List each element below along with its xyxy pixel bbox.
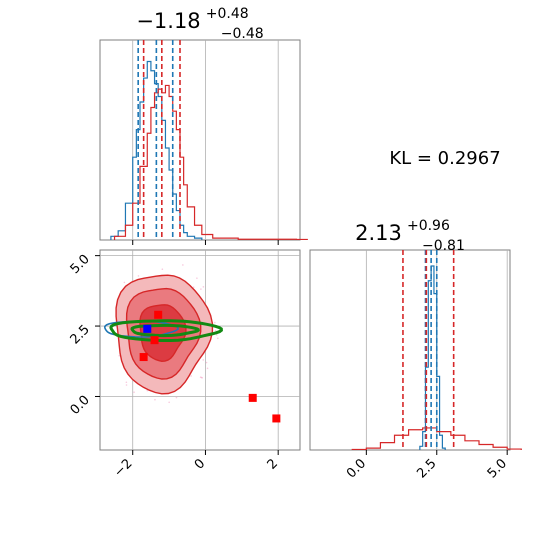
scatter-point <box>199 376 202 379</box>
scatter-point <box>216 337 219 340</box>
red-contour-level-2 <box>139 304 187 363</box>
title-median: −1.18 <box>136 9 200 33</box>
panel-frame <box>309 249 511 451</box>
scatter-point <box>125 381 128 384</box>
scatter-point <box>214 329 217 332</box>
scatter-point <box>200 288 202 290</box>
scatter-point <box>202 359 205 361</box>
histogram-blue <box>419 265 446 450</box>
red-square-marker <box>248 393 257 402</box>
grid <box>132 40 279 240</box>
x-tick-label: 0.0 <box>344 456 369 481</box>
scatter-point <box>125 384 128 386</box>
green-contour-1 <box>130 323 200 338</box>
green-reference-contours <box>109 319 223 342</box>
red-square-marker <box>154 310 163 319</box>
histogram-red <box>113 84 308 241</box>
panel-hist-param-2: 0.0 2.5 5.0 2.13 +0.96 −0.81 <box>309 215 522 481</box>
title-plus: +0.48 <box>206 6 249 22</box>
x-tick-label: 2.5 <box>414 456 439 481</box>
panel-scatter-param-1-2: −2 0 2 0.0 2.5 5.0 <box>68 249 301 480</box>
y-tick-labels: 0.0 2.5 5.0 <box>68 252 93 418</box>
histogram-series <box>110 60 308 241</box>
title-minus: −0.48 <box>221 26 264 42</box>
quantile-lines <box>402 250 455 450</box>
red-square-marker <box>150 336 159 345</box>
scatter-point <box>192 286 195 289</box>
title-minus: −0.81 <box>422 238 465 254</box>
panel-hist-param-1: −1.18 +0.48 −0.48 <box>99 3 308 245</box>
markers <box>139 310 281 423</box>
x-tick-label: 2 <box>265 456 281 472</box>
y-tick-label: 2.5 <box>68 322 93 347</box>
x-tick-labels: 0.0 2.5 5.0 <box>344 456 510 481</box>
quantile-lines <box>137 40 181 240</box>
title-plus: +0.96 <box>407 218 450 234</box>
scatter-point <box>202 286 205 288</box>
green-contour-0 <box>109 319 223 342</box>
scatter-point <box>175 396 178 399</box>
panel-frame <box>99 39 301 241</box>
scatter-point <box>137 275 140 277</box>
red-square-marker <box>272 414 281 423</box>
scatter-point <box>214 321 216 324</box>
scatter-point <box>206 367 209 370</box>
scatter-point <box>161 268 164 271</box>
scatter-point <box>146 389 149 392</box>
y-tick-label: 5.0 <box>68 252 93 277</box>
title-median: 2.13 <box>355 221 402 245</box>
scatter-point <box>190 375 192 377</box>
scatter-point <box>216 334 218 336</box>
scatter-point <box>118 354 121 357</box>
scatter-point <box>154 398 156 401</box>
panel-title-param-2: 2.13 +0.96 −0.81 <box>355 215 465 254</box>
tick-marks <box>132 240 279 245</box>
tick-marks <box>95 255 279 455</box>
blue-square-marker <box>143 324 152 333</box>
panel-frame <box>99 249 301 451</box>
scatter-point <box>201 376 203 379</box>
scatter-point <box>182 264 184 266</box>
scatter-point <box>168 401 170 404</box>
red-square-marker <box>139 353 148 362</box>
scatter-point <box>205 361 208 364</box>
y-tick-label: 0.0 <box>68 393 93 418</box>
x-tick-label: 0 <box>192 456 208 472</box>
x-tick-label: 5.0 <box>485 456 510 481</box>
scatter-point <box>133 391 135 393</box>
scatter-point <box>123 281 126 284</box>
tick-marks <box>365 450 508 455</box>
scatter-point <box>196 277 198 279</box>
kl-annotation: KL = 0.2967 <box>389 148 500 169</box>
x-tick-label: −2 <box>111 456 135 480</box>
panel-title-param-1: −1.18 +0.48 −0.48 <box>136 3 263 42</box>
x-tick-labels: −2 0 2 <box>111 456 281 480</box>
